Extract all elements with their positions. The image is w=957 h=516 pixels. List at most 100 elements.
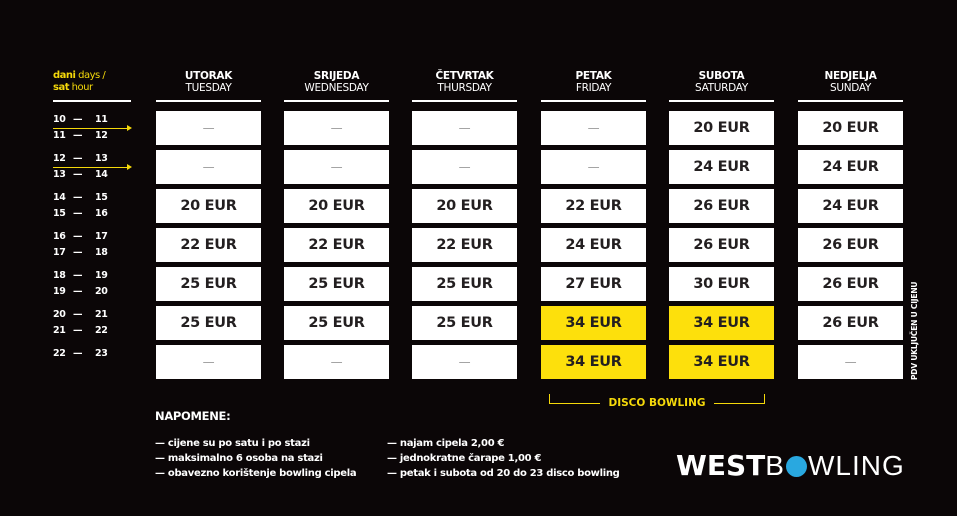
price-cell: 24 EUR [541,228,646,262]
hour-end: 11 [95,114,108,125]
hour-start: 21 [53,325,66,336]
hour-end: 17 [95,231,108,242]
price-cell: 24 EUR [669,150,774,184]
note-item: — najam cipela 2,00 € [387,438,505,449]
day-name-en: TUESDAY [185,82,232,94]
hour-dash: — [73,270,83,281]
hour-end: 18 [95,247,108,258]
hour-en-label: hour [71,82,93,93]
note-item: — petak i subota od 20 do 23 disco bowli… [387,468,620,479]
hour-dash: — [73,348,83,359]
hour-dash: — [73,169,83,180]
day-name: PETAK [575,70,612,82]
note-item: — obavezno korištenje bowling cipela [155,468,357,479]
notes-col1: — cijene su po satu i po stazi — maksima… [155,436,357,481]
price-cell: — [541,150,646,184]
price-cell: 22 EUR [541,189,646,223]
legend: dani days / sat hour [53,70,106,94]
price-cell: — [412,111,517,145]
hour-dash: — [73,309,83,320]
hour-dash: — [73,208,83,219]
price-cell: 20 EUR [412,189,517,223]
day-name-en: THURSDAY [437,82,492,94]
hour-dash: — [73,325,83,336]
hour-range: 17 — 18 [53,247,113,258]
note-item: — jednokratne čarape 1,00 € [387,453,542,464]
arrow-icon [53,125,132,131]
hour-range: 16 — 17 [53,231,113,242]
day-name-en: SUNDAY [829,82,872,94]
price-cell: — [412,150,517,184]
day-header: NEDJELJA SUNDAY [798,70,903,94]
hour-start: 11 [53,130,66,141]
price-cell: 25 EUR [412,267,517,301]
price-cell: 20 EUR [669,111,774,145]
price-cell: 27 EUR [541,267,646,301]
hour-dash: — [73,153,83,164]
day-name: SUBOTA [698,70,745,82]
hour-range: 10 — 11 [53,114,113,125]
hour-range: 21 — 22 [53,325,113,336]
price-cell: 24 EUR [798,189,903,223]
hour-end: 12 [95,130,108,141]
price-cell: 26 EUR [798,228,903,262]
price-cell: 20 EUR [284,189,389,223]
hour-dash: — [73,286,83,297]
price-cell: — [798,345,903,379]
price-cell: 26 EUR [798,306,903,340]
price-cell: — [284,345,389,379]
price-cell: 34 EUR [541,306,646,340]
price-cell: 34 EUR [669,306,774,340]
hour-dash: — [73,247,83,258]
price-cell: 30 EUR [669,267,774,301]
price-cell: — [156,111,261,145]
price-cell: 20 EUR [156,189,261,223]
hour-start: 14 [53,192,66,203]
disco-label: DISCO BOWLING [600,397,714,409]
price-cell: — [156,150,261,184]
price-cell: 20 EUR [798,111,903,145]
hour-dash: — [73,114,83,125]
divider [541,100,646,102]
hour-local-label: sat [53,82,69,93]
price-cell: 34 EUR [541,345,646,379]
day-name: UTORAK [184,70,233,82]
hour-end: 13 [95,153,108,164]
hour-end: 22 [95,325,108,336]
hour-start: 12 [53,153,66,164]
price-cell: — [284,111,389,145]
westbowling-logo: WESTB WLING [676,450,905,482]
hour-start: 13 [53,169,66,180]
price-cell: — [412,345,517,379]
hour-range: 18 — 19 [53,270,113,281]
price-cell: 22 EUR [412,228,517,262]
divider [156,100,261,102]
day-name: SRIJEDA [313,70,360,82]
day-name-en: SATURDAY [695,82,748,94]
hour-range: 11 — 12 [53,130,113,141]
hour-end: 16 [95,208,108,219]
note-item: — maksimalno 6 osoba na stazi [155,453,323,464]
price-cell: 22 EUR [156,228,261,262]
price-cell: 25 EUR [284,306,389,340]
price-cell: 25 EUR [156,267,261,301]
divider [284,100,389,102]
hour-end: 19 [95,270,108,281]
days-en-label: days / [78,70,106,81]
day-name: NEDJELJA [824,70,877,82]
hour-start: 17 [53,247,66,258]
day-header: PETAK FRIDAY [541,70,646,94]
hour-range: 22 — 23 [53,348,113,359]
note-item: — cijene su po satu i po stazi [155,438,310,449]
hour-end: 20 [95,286,108,297]
price-cell: 25 EUR [156,306,261,340]
divider [412,100,517,102]
arrow-icon [53,164,132,170]
hour-range: 12 — 13 [53,153,113,164]
price-cell: — [284,150,389,184]
hour-start: 19 [53,286,66,297]
hour-end: 15 [95,192,108,203]
day-name-en: FRIDAY [575,82,612,94]
hour-range: 14 — 15 [53,192,113,203]
bowling-ball-icon [785,456,807,477]
